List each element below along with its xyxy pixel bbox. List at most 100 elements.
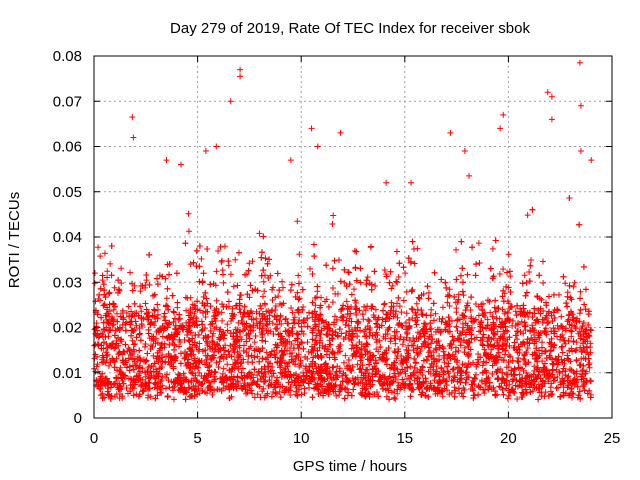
data-point <box>536 332 543 339</box>
data-point <box>358 352 365 359</box>
data-point <box>142 343 149 350</box>
data-point <box>408 288 415 295</box>
data-point <box>550 291 557 298</box>
data-point <box>104 351 111 358</box>
data-point <box>125 303 132 310</box>
data-point <box>118 265 125 272</box>
data-point <box>454 364 461 371</box>
data-point <box>403 346 410 353</box>
data-point <box>428 325 435 332</box>
data-point <box>190 259 197 266</box>
data-point <box>433 346 440 353</box>
data-point <box>133 334 140 341</box>
data-point <box>414 375 421 382</box>
data-point <box>236 342 243 349</box>
data-point <box>337 341 344 348</box>
data-point <box>186 365 193 372</box>
data-point <box>279 284 286 291</box>
data-point <box>325 303 332 310</box>
data-point <box>433 338 440 345</box>
data-point <box>366 378 373 385</box>
data-point <box>384 381 391 388</box>
data-point <box>123 319 130 326</box>
data-point <box>481 390 488 397</box>
data-point <box>122 320 129 327</box>
data-point <box>393 278 400 285</box>
data-point <box>353 311 360 318</box>
data-point <box>104 268 111 275</box>
data-point <box>550 325 557 332</box>
data-point <box>232 343 239 350</box>
data-point <box>484 316 491 323</box>
data-point <box>409 238 416 245</box>
data-point <box>400 297 407 304</box>
data-point <box>246 345 253 352</box>
data-point <box>251 366 258 373</box>
data-point <box>126 363 133 370</box>
data-point <box>373 336 380 343</box>
data-point <box>398 309 405 316</box>
data-point <box>147 374 154 381</box>
data-point <box>479 306 486 313</box>
data-point <box>177 360 184 367</box>
data-point <box>156 384 163 391</box>
data-point <box>429 336 436 343</box>
data-point <box>125 375 132 382</box>
data-point <box>272 379 279 386</box>
data-point <box>430 300 437 307</box>
data-point <box>366 318 373 325</box>
data-point <box>279 278 286 285</box>
data-point <box>177 385 184 392</box>
data-point <box>302 365 309 372</box>
data-point <box>183 307 190 314</box>
data-point <box>379 316 386 323</box>
data-point <box>270 388 277 395</box>
data-point <box>414 245 421 252</box>
data-point <box>220 271 227 278</box>
data-point <box>514 302 521 309</box>
data-point <box>473 261 480 268</box>
data-point <box>295 272 302 279</box>
data-point <box>409 306 416 313</box>
data-point <box>369 303 376 310</box>
data-point <box>196 370 203 377</box>
data-point <box>565 373 572 380</box>
data-point <box>339 372 346 379</box>
data-point <box>171 309 178 316</box>
data-point <box>544 320 551 327</box>
data-point <box>417 369 424 376</box>
data-point <box>309 299 316 306</box>
data-point <box>396 303 403 310</box>
data-point <box>137 303 144 310</box>
data-point <box>258 272 265 279</box>
data-point <box>428 352 435 359</box>
data-point <box>545 319 552 326</box>
data-point <box>490 384 497 391</box>
data-point <box>205 379 212 386</box>
data-point <box>191 321 198 328</box>
data-point <box>402 320 409 327</box>
data-point <box>101 301 108 308</box>
data-point <box>356 338 363 345</box>
data-point <box>577 295 584 302</box>
data-point <box>317 312 324 319</box>
data-point <box>185 228 192 235</box>
data-point <box>516 371 523 378</box>
data-point <box>261 288 268 295</box>
data-point <box>460 292 467 299</box>
data-point <box>391 394 398 401</box>
data-point <box>277 364 283 371</box>
data-point <box>502 347 509 354</box>
data-point <box>549 390 556 397</box>
data-point <box>409 315 416 322</box>
data-point <box>577 362 584 369</box>
data-point <box>395 370 402 377</box>
data-point <box>143 277 150 284</box>
data-point <box>169 384 176 391</box>
data-point <box>302 363 309 370</box>
data-point <box>458 367 465 374</box>
data-point <box>438 318 445 325</box>
data-point <box>296 295 303 302</box>
data-point <box>224 327 231 334</box>
data-point <box>518 318 525 325</box>
